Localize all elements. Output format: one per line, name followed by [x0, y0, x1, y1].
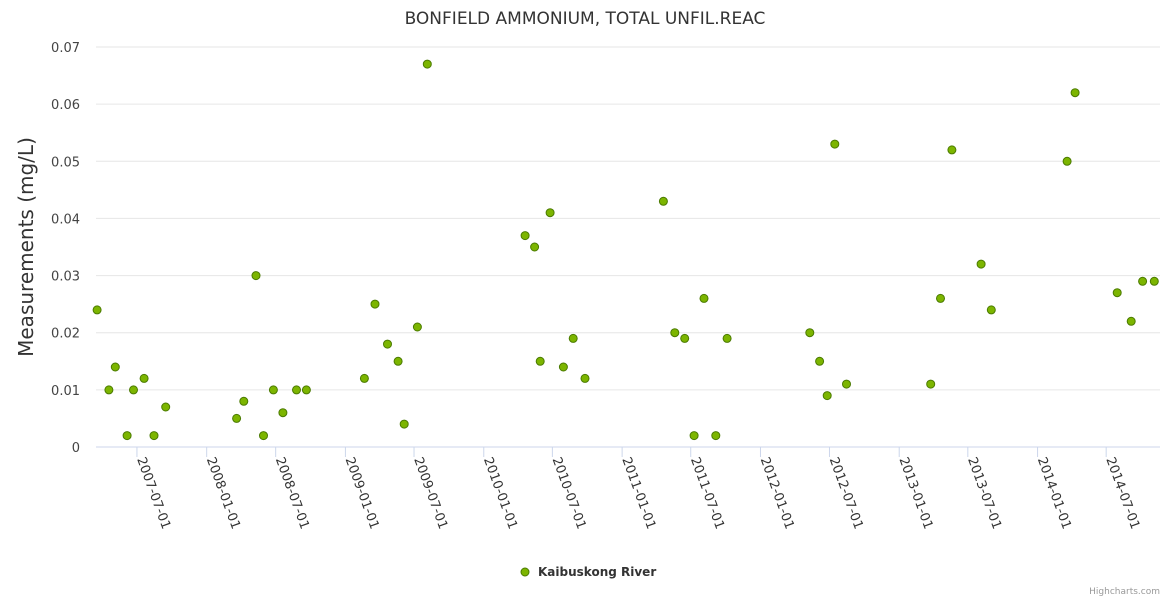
data-point[interactable]	[842, 379, 851, 389]
data-point[interactable]	[926, 379, 936, 389]
legend-marker	[520, 567, 530, 577]
data-point[interactable]	[722, 333, 732, 343]
data-point[interactable]	[104, 385, 114, 395]
data-point[interactable]	[161, 402, 171, 412]
data-point[interactable]	[232, 413, 242, 423]
data-point[interactable]	[359, 373, 369, 383]
data-point[interactable]	[947, 145, 957, 155]
data-point[interactable]	[558, 362, 568, 372]
data-point[interactable]	[936, 293, 945, 303]
data-point[interactable]	[822, 391, 832, 401]
y-tick-label: 0.04	[51, 212, 80, 227]
y-axis-label: Measurements (mg/L)	[14, 137, 38, 357]
y-tick-label: 0.07	[51, 41, 80, 56]
data-point[interactable]	[122, 431, 132, 441]
data-point[interactable]	[805, 328, 815, 338]
data-point[interactable]	[393, 356, 403, 366]
data-point[interactable]	[1126, 316, 1136, 326]
data-point[interactable]	[1070, 88, 1080, 98]
y-tick-label: 0.03	[51, 270, 80, 285]
data-point[interactable]	[239, 396, 249, 406]
data-point[interactable]	[658, 196, 668, 206]
data-point[interactable]	[92, 305, 102, 315]
y-tick-label: 0.06	[51, 98, 80, 113]
data-point[interactable]	[815, 356, 825, 366]
y-tick-label: 0.05	[51, 155, 80, 170]
data-point[interactable]	[149, 431, 159, 441]
data-point[interactable]	[535, 356, 545, 366]
data-point[interactable]	[268, 385, 278, 395]
data-point[interactable]	[370, 299, 380, 309]
data-point[interactable]	[1062, 156, 1072, 166]
data-point[interactable]	[110, 362, 120, 372]
data-point[interactable]	[259, 431, 268, 441]
data-point[interactable]	[670, 328, 680, 338]
y-tick-label: 0	[72, 441, 80, 456]
data-point[interactable]	[399, 419, 409, 429]
legend-label: Kaibuskong River	[538, 565, 656, 579]
data-point[interactable]	[520, 231, 530, 241]
y-tick-label: 0.01	[51, 384, 80, 399]
data-point[interactable]	[1138, 276, 1148, 286]
data-point[interactable]	[689, 431, 699, 441]
data-point[interactable]	[830, 139, 840, 149]
data-point[interactable]	[580, 373, 590, 383]
data-point[interactable]	[383, 339, 392, 349]
data-point[interactable]	[986, 305, 996, 315]
data-point[interactable]	[711, 431, 721, 441]
legend[interactable]: Kaibuskong River	[520, 565, 656, 579]
y-tick-label: 0.02	[51, 327, 80, 342]
data-point[interactable]	[1149, 276, 1159, 286]
data-point[interactable]	[1112, 288, 1122, 298]
credits-link[interactable]: Highcharts.com	[1089, 587, 1160, 597]
data-point[interactable]	[699, 293, 709, 303]
data-point[interactable]	[976, 259, 986, 269]
data-point[interactable]	[422, 59, 432, 69]
data-point[interactable]	[412, 322, 422, 332]
y-axis-ticks: 0 0.01 0.02 0.03 0.04 0.05 0.06 0.07	[51, 41, 80, 456]
data-points	[92, 59, 1159, 441]
data-point[interactable]	[545, 208, 555, 218]
data-point[interactable]	[129, 385, 138, 395]
data-point[interactable]	[568, 333, 578, 343]
data-point[interactable]	[278, 408, 288, 418]
chart-title: BONFIELD AMMONIUM, TOTAL UNFIL.REAC	[405, 9, 766, 29]
data-point[interactable]	[251, 271, 261, 281]
data-point[interactable]	[292, 385, 301, 395]
data-point[interactable]	[139, 373, 149, 383]
data-point[interactable]	[680, 333, 690, 343]
data-point[interactable]	[301, 385, 311, 395]
data-point[interactable]	[530, 242, 540, 252]
